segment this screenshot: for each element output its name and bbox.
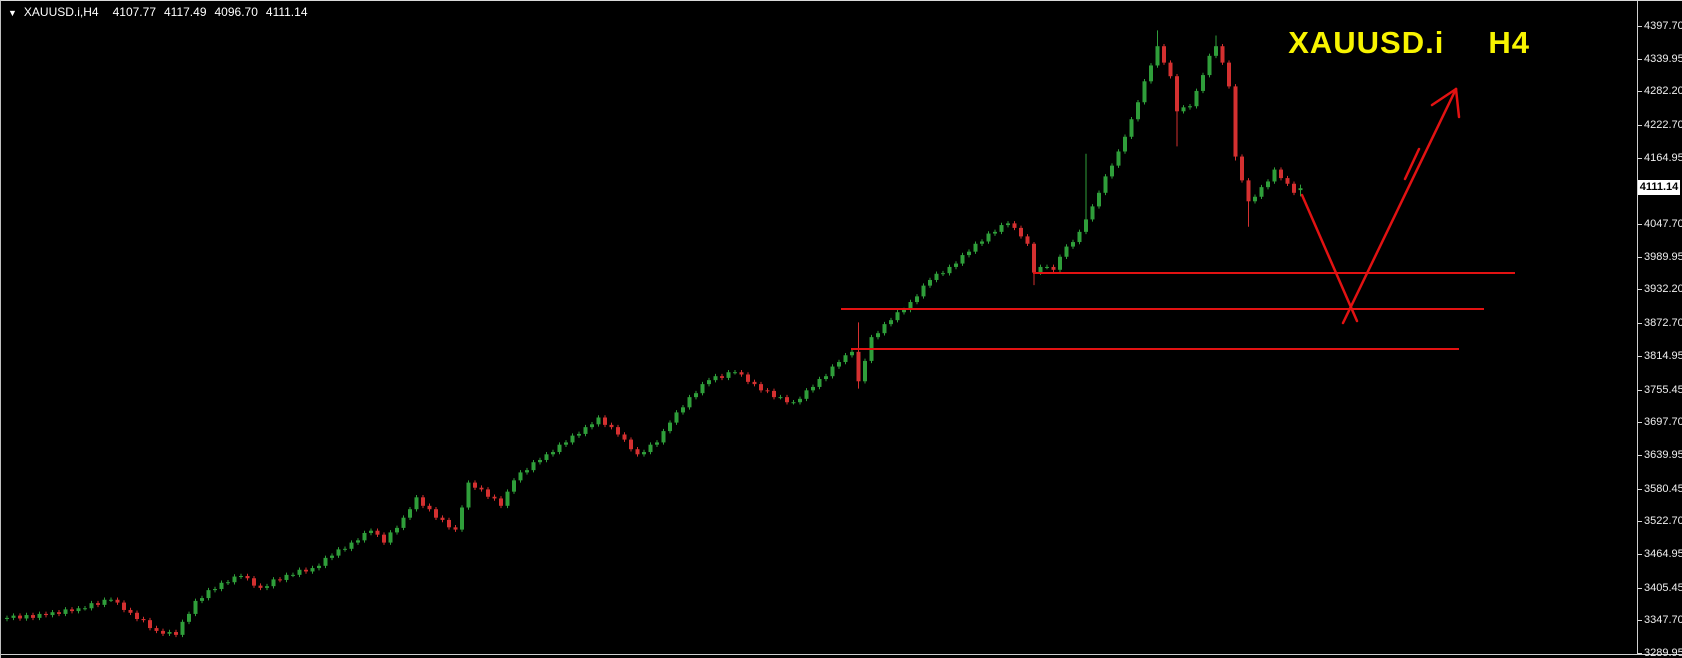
price-axis-label: 4164.95	[1644, 151, 1682, 164]
price-axis-label: 3580.45	[1644, 482, 1682, 495]
price-axis-label: 4397.70	[1644, 20, 1682, 32]
arrowhead-barb-left[interactable]	[1430, 87, 1458, 107]
annotation-lines-layer	[841, 87, 1515, 351]
price-axis-label: 3697.70	[1644, 416, 1682, 429]
price-axis-tick	[1637, 91, 1642, 93]
price-axis-label: 4222.70	[1644, 119, 1682, 132]
price-axis-tick	[1637, 587, 1642, 589]
price-axis-label: 3932.20	[1644, 283, 1682, 296]
price-axis-tick	[1637, 521, 1642, 523]
price-axis-tick	[1637, 355, 1642, 357]
header-symbol-period: XAUUSD.i,H4	[23, 5, 99, 19]
header-close: 4111.14	[265, 5, 308, 19]
price-axis-tick	[1637, 422, 1642, 424]
header-low: 4096.70	[214, 5, 258, 19]
price-axis-label: 3872.70	[1644, 317, 1682, 330]
price-axis-tick	[1637, 157, 1642, 159]
price-axis-tick	[1637, 454, 1642, 456]
watermark-symbol: XAUUSD.i	[1288, 25, 1445, 60]
price-axis-tick	[1637, 289, 1642, 291]
price-axis-label: 3814.95	[1644, 349, 1682, 362]
watermark-period: H4	[1488, 25, 1530, 60]
arrowhead-barb-right[interactable]	[1454, 87, 1461, 119]
price-axis-tick	[1637, 125, 1642, 127]
price-axis-label: 4339.95	[1644, 52, 1682, 65]
price-axis-label: 3289.95	[1644, 647, 1682, 658]
price-axis-tick	[1637, 488, 1642, 490]
price-axis-tick	[1637, 389, 1642, 391]
price-axis-label: 3405.45	[1644, 581, 1682, 594]
price-axis-tick	[1637, 620, 1642, 622]
projected-path-up[interactable]	[1341, 87, 1458, 325]
price-axis-tick	[1637, 256, 1642, 258]
symbol-dropdown-icon[interactable]: ▼	[8, 8, 17, 18]
price-axis-tick	[1637, 653, 1642, 654]
price-axis-tick	[1637, 26, 1642, 27]
price-axis-label: 3755.45	[1644, 383, 1682, 396]
header-high: 4117.49	[164, 5, 207, 19]
price-axis-label: 3639.95	[1644, 448, 1682, 461]
price-axis-separator	[1637, 1, 1638, 655]
price-axis-tick	[1637, 58, 1642, 60]
price-axis-label: 3989.95	[1644, 250, 1682, 263]
projected-path-stroke2[interactable]	[1403, 147, 1421, 181]
price-axis-label: 4282.20	[1644, 85, 1682, 98]
price-axis-tick	[1637, 553, 1642, 555]
time-axis-separator	[1, 654, 1682, 655]
symbol-watermark: XAUUSD.i H4	[1288, 25, 1530, 61]
ohlc-header: ▼ XAUUSD.i,H4 4107.77 4117.49 4096.70 4111.14	[8, 5, 316, 19]
current-price-tag: 4111.14	[1638, 180, 1680, 196]
price-axis-tick	[1637, 224, 1642, 226]
projected-path-down[interactable]	[1300, 193, 1359, 323]
price-axis-label: 3522.70	[1644, 515, 1682, 528]
header-open: 4107.77	[112, 5, 156, 19]
price-axis-label: 4047.70	[1644, 218, 1682, 231]
price-axis-label: 3347.70	[1644, 614, 1682, 627]
price-axis-label: 3464.95	[1644, 547, 1682, 560]
price-axis-tick	[1637, 323, 1642, 325]
candles-layer	[5, 30, 1303, 638]
